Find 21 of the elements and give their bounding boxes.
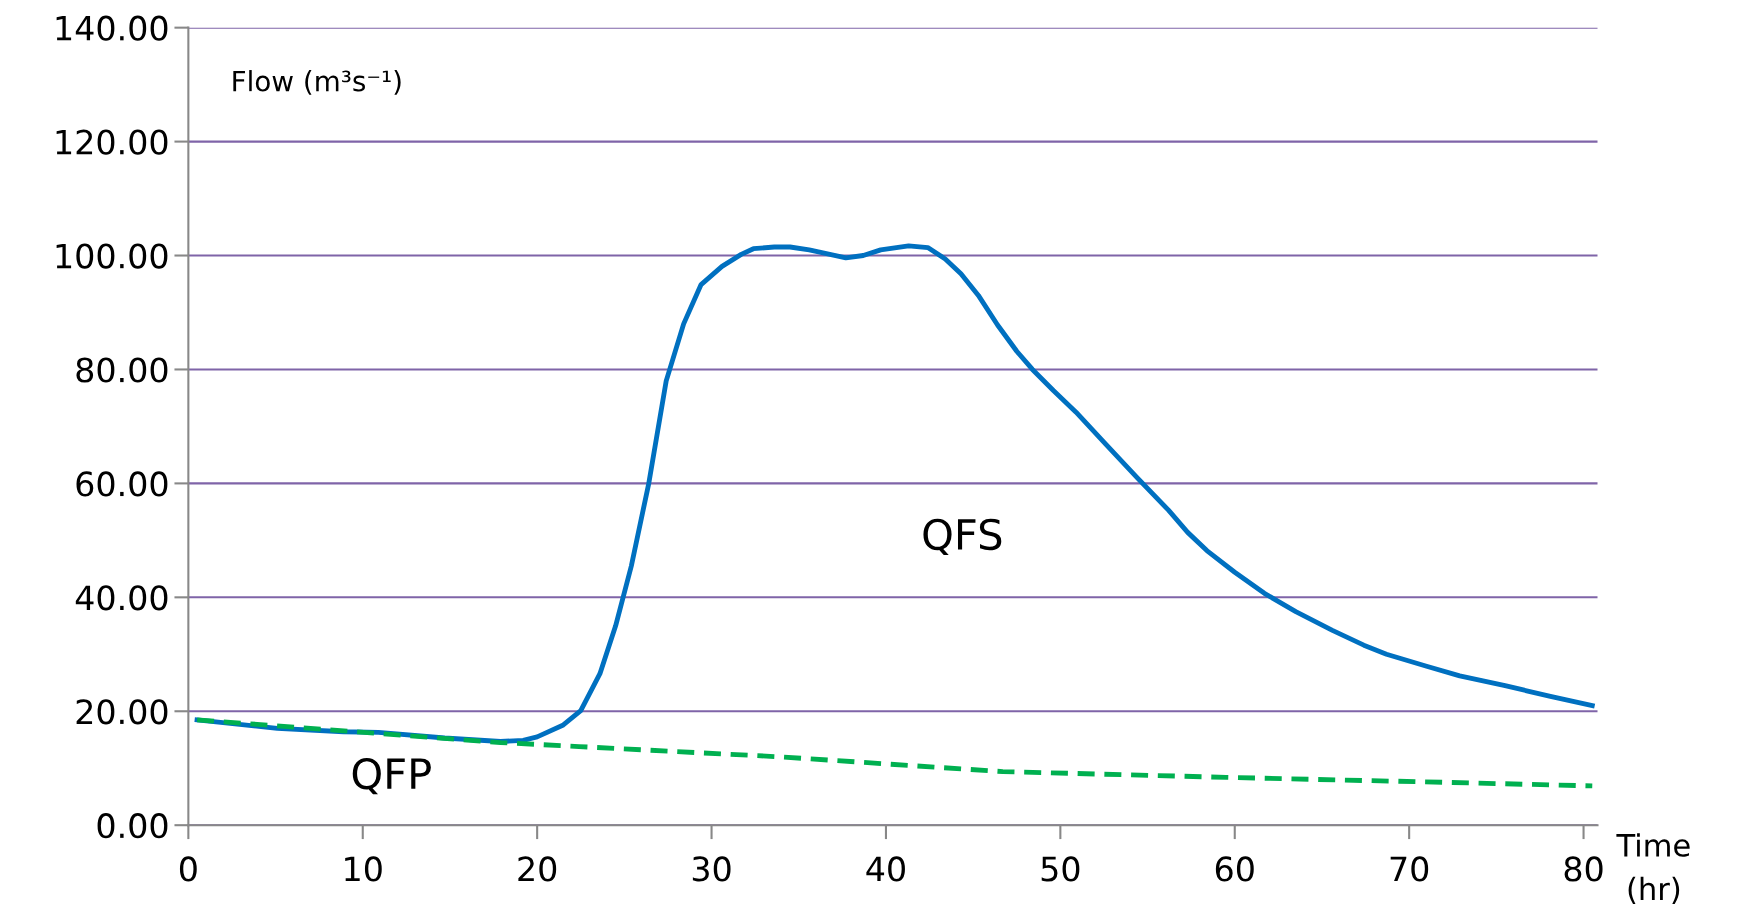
y-tick-label: 140.00: [56, 15, 168, 41]
x-tick-label: 80: [1564, 856, 1603, 882]
x-axis-title: Time (hr): [1616, 833, 1690, 904]
y-tick-label: 100.00: [56, 243, 168, 269]
y-tick-label: 0.00: [97, 813, 168, 839]
y-axis-title: Flow (m³s⁻¹): [233, 70, 401, 95]
y-tick-label: 80.00: [76, 357, 168, 383]
x-tick-label: 30: [692, 856, 731, 882]
x-tick-label: 40: [866, 856, 905, 882]
x-tick-label: 50: [1041, 856, 1080, 882]
x-tick-label: 60: [1215, 856, 1254, 882]
y-tick-label: 40.00: [75, 585, 168, 611]
y-tick-label: 60.00: [76, 471, 168, 497]
annotation: QFP: [352, 757, 431, 795]
y-tick-label: 20.00: [76, 699, 168, 725]
annotation: QFS: [923, 518, 1002, 555]
x-tick-label: 10: [345, 856, 382, 882]
x-tick-label: 70: [1390, 856, 1429, 882]
x-tick-label: 20: [518, 856, 557, 882]
y-tick-label: 120.00: [56, 129, 168, 155]
x-tick-label: 0: [179, 856, 197, 882]
